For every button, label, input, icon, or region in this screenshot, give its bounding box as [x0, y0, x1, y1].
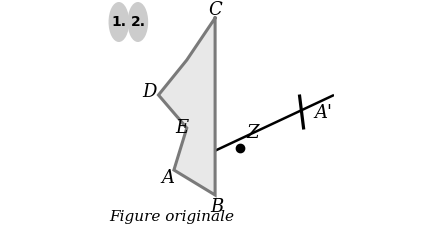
- Ellipse shape: [127, 2, 148, 42]
- Text: D: D: [142, 83, 157, 101]
- Text: E: E: [175, 119, 188, 137]
- Polygon shape: [158, 18, 215, 195]
- Text: 2.: 2.: [131, 15, 146, 29]
- Ellipse shape: [108, 2, 129, 42]
- Text: B: B: [210, 198, 223, 216]
- Text: A: A: [161, 169, 174, 187]
- Text: C: C: [208, 1, 222, 19]
- Text: 1.: 1.: [111, 15, 126, 29]
- Text: Z: Z: [247, 124, 259, 142]
- Text: Figure originale: Figure originale: [109, 210, 235, 224]
- Text: A': A': [314, 104, 332, 122]
